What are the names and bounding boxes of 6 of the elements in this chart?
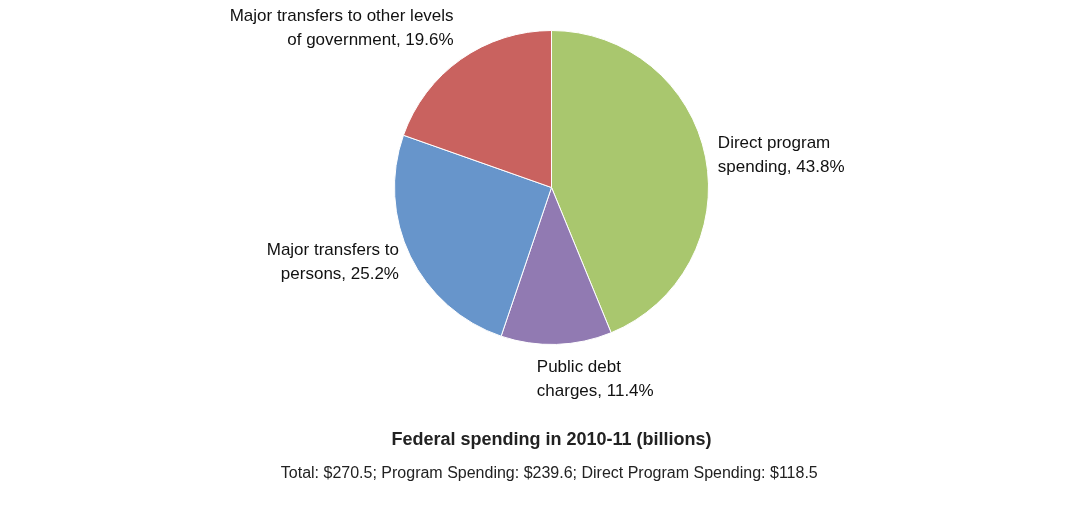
slice-label: Major transfers to other levels of government, 19.6% [229,6,454,50]
slice-label: Direct program spending, 43.8% [717,133,845,177]
slice-label: Public debt charges, 11.4% [536,356,654,400]
text: Federal spending in 2010-11 (billions) [391,428,712,449]
slice-label: Major transfers to persons, 25.2% [266,240,400,283]
text: Total: $270.5; Program Spending: $239.6; Direct Program Spending: $118.5 [280,464,818,481]
